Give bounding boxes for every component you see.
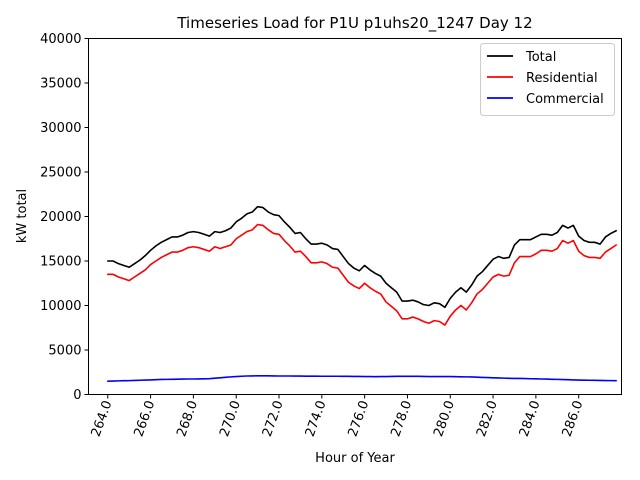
series-line-total xyxy=(106,205,617,309)
legend-label-commercial: Commercial xyxy=(526,92,604,107)
plot-lines xyxy=(106,205,617,382)
chart-title: Timeseries Load for P1U p1uhs20_1247 Day… xyxy=(176,14,532,33)
legend-box xyxy=(480,43,615,116)
y-tick-label: 0 xyxy=(73,388,81,403)
y-tick-label: 30000 xyxy=(40,121,81,136)
legend-label-total: Total xyxy=(525,50,556,65)
y-tick-label: 15000 xyxy=(40,255,81,270)
legend-label-residential: Residential xyxy=(526,71,598,86)
y-axis: 0 5000 10000 15000 20000 25000 30000 35000 40000 xyxy=(40,32,89,403)
series-line-commercial xyxy=(106,375,617,382)
y-tick-label: 20000 xyxy=(40,210,81,225)
y-tick-label: 25000 xyxy=(40,166,81,181)
x-axis-label: Hour of Year xyxy=(315,451,395,466)
y-tick-label: 40000 xyxy=(40,32,81,47)
y-tick-label: 10000 xyxy=(40,299,81,314)
y-tick-label: 35000 xyxy=(40,77,81,92)
y-tick-label: 5000 xyxy=(48,344,81,359)
series-line-residential xyxy=(106,223,617,326)
y-axis-label: kW total xyxy=(15,189,30,243)
legend: Total Residential Commercial xyxy=(480,43,615,116)
